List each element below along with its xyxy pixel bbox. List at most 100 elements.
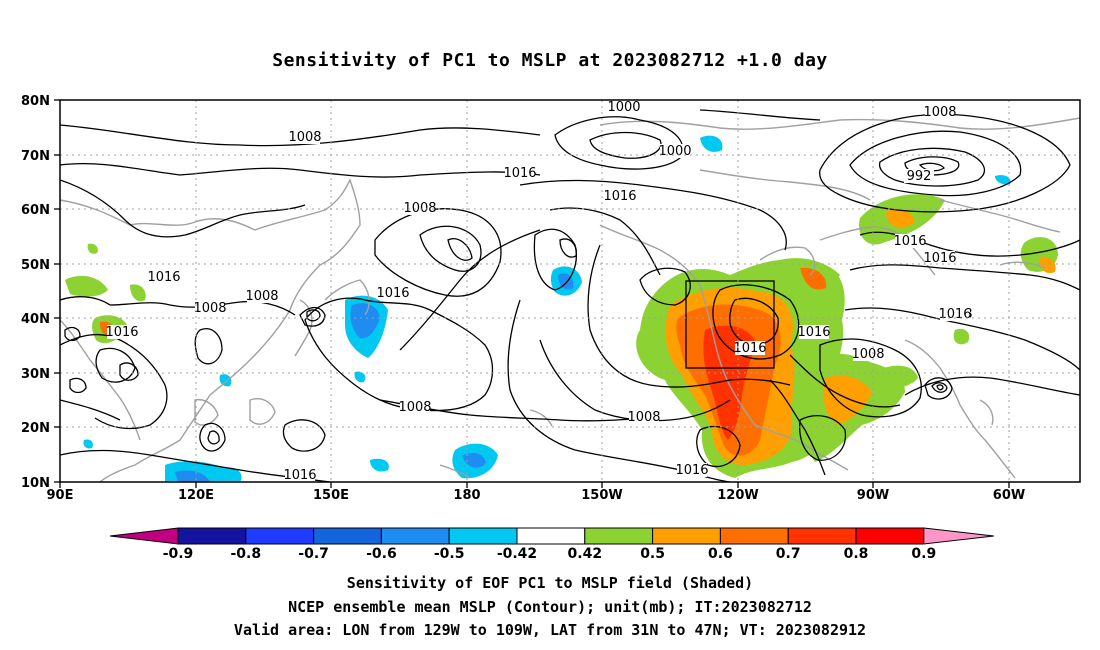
lat-tick-label: 40N <box>21 312 50 327</box>
isobar-label: 1000 <box>658 144 691 159</box>
colorbar-segment <box>787 527 857 545</box>
colorbar-tick-label: -0.7 <box>298 546 329 562</box>
colorbar-max-triangle <box>923 527 994 545</box>
isobar-label: 1016 <box>675 463 708 478</box>
isobar-label-bg <box>940 307 970 321</box>
isobar-label-bg <box>378 286 408 300</box>
coastlines <box>60 117 1080 482</box>
lat-tick-label: 20N <box>21 421 50 436</box>
colorbar-segment <box>380 527 450 545</box>
colorbar-segment <box>245 527 315 545</box>
isobar-label-bg <box>895 234 925 248</box>
isobar-label: 992 <box>907 169 932 184</box>
isobar-label-bg <box>247 289 277 303</box>
isobar-label-bg <box>149 270 179 284</box>
isobar-label-bg <box>107 325 137 339</box>
isobar-label: 1016 <box>376 286 409 301</box>
caption-line-1: Sensitivity of EOF PC1 to MSLP field (Sh… <box>346 574 754 592</box>
isobar-label-bg <box>904 169 934 183</box>
isobar-label-bg <box>290 130 320 144</box>
colorbar-tick-label: -0.6 <box>366 546 397 562</box>
colorbar-tick-label: 0.6 <box>708 546 733 562</box>
colorbar-segment <box>855 527 925 545</box>
lon-tick-label: 150E <box>313 488 349 503</box>
colorbar-segment <box>448 527 518 545</box>
isobar-label: 1016 <box>733 341 766 356</box>
colorbar-tick-label: 0.5 <box>640 546 665 562</box>
isobar-label-bg <box>609 100 639 114</box>
lon-tick-label: 60W <box>993 488 1025 503</box>
lon-tick-label: 90E <box>47 488 74 503</box>
isobar-label: 1016 <box>283 468 316 483</box>
isobar-label: 1016 <box>923 251 956 266</box>
colorbar-tick-label: 0.9 <box>911 546 936 562</box>
isobar-label-bg <box>505 166 535 180</box>
lon-tick-label: 180 <box>453 488 480 503</box>
isobar-label: 1016 <box>503 166 536 181</box>
isobar-label: 1008 <box>193 301 226 316</box>
isobar-label: 1008 <box>627 410 660 425</box>
isobar-label-bg <box>629 410 659 424</box>
lon-axis-labels: 90E 120E 150E 180 150W 120W 90W 60W <box>47 488 1026 503</box>
isobar-label-bg <box>925 251 955 265</box>
map-frame <box>59 99 1081 483</box>
colorbar-tick-label: 0.42 <box>568 546 603 562</box>
isobar-label-bg <box>605 189 635 203</box>
isobar-label: 1008 <box>245 289 278 304</box>
colorbar-segment <box>652 527 721 545</box>
isobar-label-bg <box>853 347 883 361</box>
colorbar-tick-label: -0.5 <box>434 546 465 562</box>
isobar-label-bg <box>400 400 430 414</box>
figure-title: Sensitivity of PC1 to MSLP at 2023082712… <box>272 50 828 71</box>
lon-tick-label: 150W <box>581 488 622 503</box>
colorbar-tick-label: -0.42 <box>497 546 537 562</box>
lat-tick-label: 50N <box>21 258 50 273</box>
valid-area-box <box>685 280 775 369</box>
isobar-label-bg <box>677 463 707 477</box>
isobar-label-bg <box>735 341 765 355</box>
isobar-label: 1016 <box>797 325 830 340</box>
isobar-label-bg <box>405 201 435 215</box>
isobar-label: 1008 <box>398 400 431 415</box>
lat-tick-label: 30N <box>21 367 50 382</box>
isobar-label-bg <box>195 301 225 315</box>
isobar-label-bg <box>799 325 829 339</box>
colorbar-segment <box>313 527 382 545</box>
isobar-label-bg <box>925 105 955 119</box>
colorbar-tick-label: -0.8 <box>230 546 261 562</box>
isobar-label: 1016 <box>938 307 971 322</box>
isobar-label: 1000 <box>607 100 640 115</box>
lat-tick-label: 60N <box>21 203 50 218</box>
caption-line-2: NCEP ensemble mean MSLP (Contour); unit(… <box>288 598 812 616</box>
colorbar-tick-label: 0.7 <box>776 546 801 562</box>
colorbar-min-triangle <box>109 527 179 545</box>
colorbar-segment <box>516 527 586 545</box>
colorbar-segment <box>719 527 789 545</box>
lat-tick-label: 10N <box>21 476 50 491</box>
lat-tick-label: 80N <box>21 94 50 109</box>
isobar-label: 1016 <box>105 325 138 340</box>
lat-axis-labels: 10N 20N 30N 40N 50N 60N 70N 80N <box>21 94 50 491</box>
lon-tick-label: 120E <box>178 488 214 503</box>
isobar-label: 1008 <box>923 105 956 120</box>
isobar-label: 1016 <box>603 189 636 204</box>
isobar-label: 1016 <box>893 234 926 249</box>
colorbar-segment <box>584 527 654 545</box>
colorbar-tick-label: -0.9 <box>163 546 194 562</box>
caption-line-3: Valid area: LON from 129W to 109W, LAT f… <box>233 621 867 639</box>
colorbar <box>109 527 994 545</box>
axis-ticks <box>54 99 1010 488</box>
isobar-contours <box>60 109 1080 482</box>
isobar-label: 1008 <box>288 130 321 145</box>
isobar-label-bg <box>285 468 315 482</box>
colorbar-labels: -0.9 -0.8 -0.7 -0.6 -0.5 -0.42 0.42 0.5 0.6 0.7 0.… <box>163 546 937 562</box>
lon-tick-label: 90W <box>857 488 889 503</box>
isobar-label: 1016 <box>147 270 180 285</box>
isobar-label: 1008 <box>851 347 884 362</box>
graticule <box>60 100 1080 482</box>
lat-tick-label: 70N <box>21 149 50 164</box>
colorbar-tick-label: 0.8 <box>844 546 869 562</box>
lon-tick-label: 120W <box>717 488 758 503</box>
colorbar-segment <box>177 527 247 545</box>
